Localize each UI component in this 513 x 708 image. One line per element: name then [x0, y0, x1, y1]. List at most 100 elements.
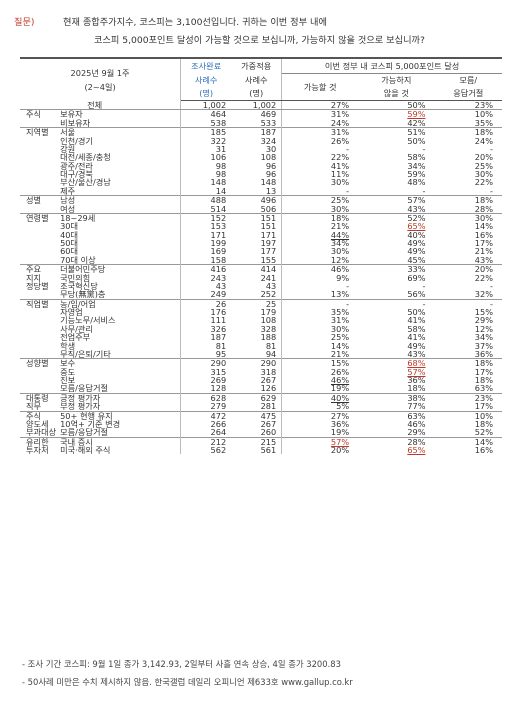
- table-row: 30대 153 151 21% 65% 14%: [20, 222, 502, 231]
- results-table: 2025년 9월 1주 (2~4일) 조사완료 가중적용 이번 정부 내 코스피…: [20, 57, 502, 455]
- table-row: 유리한 국내 증시 212 215 57% 28% 14%: [20, 436, 502, 446]
- table-row: 주식 50+ 현행 유지 472 475 27% 63% 10%: [20, 410, 502, 420]
- sample-weighted: 151: [231, 222, 283, 231]
- sample-weighted: 281: [231, 402, 283, 411]
- row-category: [20, 325, 57, 333]
- sample-done: 279: [210, 401, 227, 412]
- pct-unknown: 10%: [474, 109, 493, 120]
- sample-weighted: 108: [231, 153, 283, 162]
- pct-unknown: 25%: [474, 160, 493, 171]
- row-label: 진보: [57, 376, 182, 385]
- pct-unknown: 10%: [434, 410, 502, 420]
- pct-impossible: 33%: [358, 264, 435, 274]
- row-label: 30대: [57, 222, 182, 231]
- sample-done: 14: [215, 185, 227, 196]
- pct-possible: 57%: [281, 436, 359, 446]
- sample-weighted: 324: [231, 136, 283, 145]
- table-row: 부산/울산/경남 148 148 30% 48% 22%: [20, 177, 502, 188]
- row-label: 광주/전라: [57, 161, 182, 170]
- pct-impossible: 69%: [407, 272, 426, 283]
- pct-possible: 26%: [330, 135, 350, 146]
- pct-possible: 20%: [330, 445, 350, 455]
- sample-weighted: 629: [231, 392, 283, 403]
- row-label: 긍정 평가자: [57, 392, 182, 403]
- pct-possible: 40%: [281, 392, 359, 403]
- row-category: [20, 162, 57, 170]
- table-row: 양도세 10억+ 기준 변경 266 267 36% 46% 18%: [20, 418, 502, 429]
- sample-done: 111: [210, 315, 227, 326]
- row-label: 전체: [57, 100, 182, 111]
- sample-weighted: 179: [231, 308, 283, 317]
- pct-possible: 31%: [330, 109, 350, 120]
- pct-possible: 30%: [330, 177, 350, 188]
- pct-impossible: 65%: [407, 445, 426, 455]
- pct-possible: 15%: [281, 358, 359, 368]
- sample-done: 269: [210, 375, 227, 385]
- row-category: [20, 153, 57, 161]
- sample-weighted: 96: [231, 161, 283, 170]
- table-row: 주요 더불어민주당 416 414 46% 33% 20%: [20, 264, 502, 274]
- pct-impossible: 48%: [407, 177, 426, 188]
- pct-possible: 36%: [330, 418, 350, 429]
- table-row: 직무 부정 평가자 279 281 5% 77% 17%: [20, 402, 502, 411]
- sample-done: 628: [180, 392, 232, 403]
- pct-possible: 14%: [330, 340, 350, 351]
- unknown-header-2: 응답거절: [434, 87, 502, 101]
- row-category: 지지: [26, 272, 42, 283]
- row-label: 인천/경기: [57, 136, 182, 145]
- row-label: 비보유자: [57, 119, 182, 128]
- sample-weighted: 126: [231, 384, 283, 394]
- sample-done: 315: [210, 366, 227, 377]
- row-label: 자영업: [57, 308, 182, 317]
- pct-impossible: 49%: [407, 340, 426, 351]
- row-label: 국민의힘: [57, 273, 182, 282]
- table-row: 50대 199 197 34% 49% 17%: [20, 238, 502, 248]
- table-row: 자영업 176 179 35% 50% 15%: [20, 308, 502, 317]
- sample-done: 199: [210, 238, 227, 248]
- table-row: 대전/세종/충청 106 108 22% 58% 20%: [20, 153, 502, 162]
- pct-unknown: 22%: [474, 272, 493, 283]
- sample-weighted: 197: [231, 239, 283, 248]
- table-row: 성향별 보수 290 290 15% 68% 18%: [20, 358, 502, 368]
- pct-possible: 19%: [330, 427, 350, 438]
- pct-unknown: 18%: [434, 195, 502, 205]
- sample-weighted: 25: [231, 298, 283, 308]
- pct-unknown: 30%: [474, 169, 493, 179]
- pct-impossible: 57%: [358, 195, 435, 205]
- row-category: [20, 368, 57, 376]
- sample-weighted: 94: [231, 350, 283, 359]
- pct-impossible: 49%: [407, 246, 426, 257]
- table-row: 지지 국민의힘 243 241 9% 69% 22%: [20, 272, 502, 283]
- unknown-header-1: 모름/: [459, 75, 478, 85]
- sample-weighted: 81: [231, 341, 283, 350]
- pct-impossible: 49%: [407, 238, 426, 248]
- row-label: 학생: [57, 341, 182, 350]
- sample-weighted: 469: [231, 109, 283, 119]
- pct-unknown: 18%: [474, 375, 493, 385]
- row-category: 양도세: [26, 418, 49, 429]
- row-label: 부정 평가자: [57, 402, 182, 411]
- pct-possible: 31%: [330, 315, 350, 326]
- question-line-2: 코스피 5,000포인트 달성이 가능할 것으로 보십니까, 가능하지 않을 것…: [94, 35, 425, 46]
- row-label: 기능노무/서비스: [57, 316, 182, 325]
- sample-weighted: 267: [231, 376, 283, 385]
- pct-impossible: -: [422, 143, 426, 154]
- table-row: 부과대상 모름/응답거절 264 260 19% 29% 52%: [20, 427, 502, 438]
- row-label: 보유자: [57, 109, 182, 119]
- question-tag: 질문): [14, 17, 35, 28]
- pct-possible: 30%: [330, 323, 350, 334]
- row-label: 50+ 현행 유지: [57, 410, 182, 420]
- pct-unknown: -: [434, 298, 502, 308]
- pct-unknown: 16%: [474, 445, 493, 455]
- row-category: [20, 247, 57, 255]
- sample-weighted: 215: [231, 436, 283, 446]
- pct-unknown: 23%: [434, 392, 502, 403]
- row-category: [20, 222, 57, 230]
- table-row: 광주/전라 98 96 41% 34% 25%: [20, 160, 502, 171]
- sample-done: 266: [210, 418, 227, 429]
- pct-impossible: 77%: [407, 401, 426, 412]
- sample-done: 514: [210, 203, 227, 214]
- row-category: 직무: [26, 401, 42, 412]
- sample-weighted: 96: [231, 170, 283, 179]
- pct-possible: 18%: [281, 212, 359, 223]
